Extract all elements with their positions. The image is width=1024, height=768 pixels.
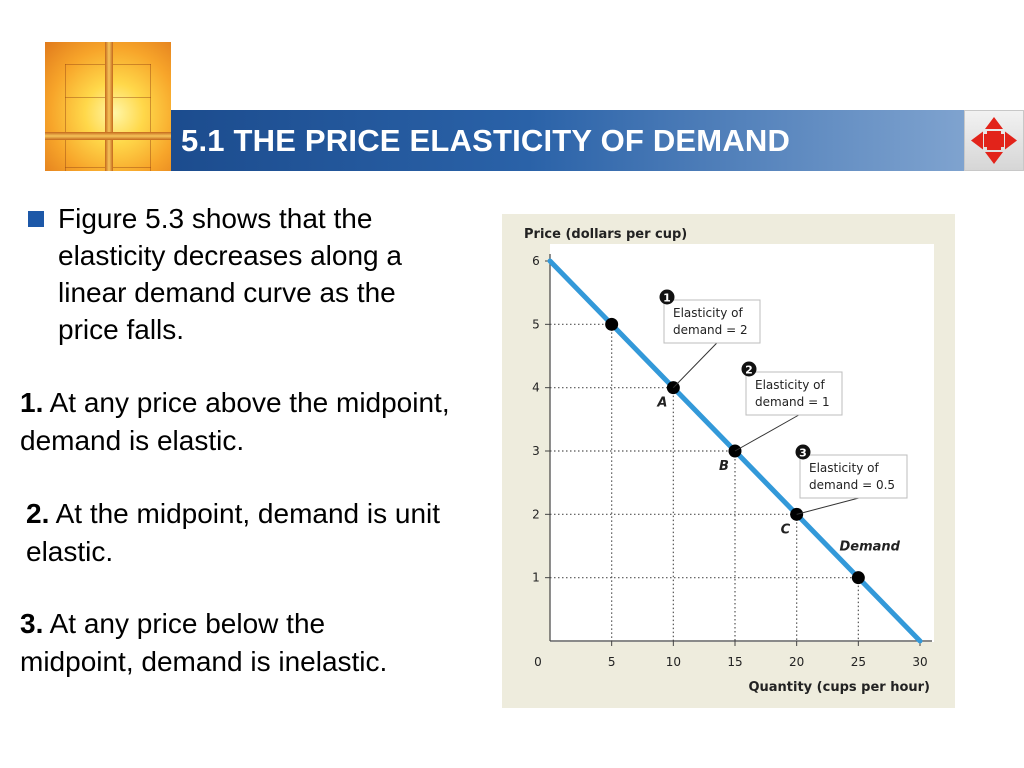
callout-badge-label-1: 1 xyxy=(663,292,671,305)
y-tick-label-2: 2 xyxy=(532,507,540,521)
item-3-number: 3. xyxy=(20,608,44,639)
callout-badge-label-2: 2 xyxy=(745,364,753,377)
chart-panel: 1 2 3 4 5 6 0 5 10 15 20 25 30 Demand A B C Elasticity… xyxy=(502,214,955,708)
callout-text-2-line1: Elasticity of xyxy=(755,378,825,392)
page-title: 5.1 THE PRICE ELASTICITY OF DEMAND xyxy=(181,123,791,158)
demand-chart: 1 2 3 4 5 6 0 5 10 15 20 25 30 Demand A B C Elasticity… xyxy=(524,227,934,695)
item-1: 1. At any price above the midpoint, dema… xyxy=(20,384,490,460)
x-axis-label: Quantity (cups per hour) xyxy=(748,680,930,695)
callout-badge-3 xyxy=(795,444,811,460)
data-point-3 xyxy=(790,507,804,521)
bullet-text: Figure 5.3 shows that the elasticity dec… xyxy=(58,203,402,345)
point-label-A: A xyxy=(656,396,667,411)
x-tick-label-20: 20 xyxy=(789,655,804,669)
navigation-button[interactable] xyxy=(964,110,1024,171)
x-tick-label-0: 0 xyxy=(534,655,542,669)
demand-series-label: Demand xyxy=(840,539,901,554)
cross-sunburst-logo xyxy=(45,42,171,171)
callout-badge-label-3: 3 xyxy=(799,447,807,460)
y-tick-label-1: 1 xyxy=(532,571,540,585)
item-1-text: At any price above the midpoint, demand … xyxy=(20,387,450,456)
item-3-text: At any price below the midpoint, demand … xyxy=(20,608,388,677)
item-2-text: At the midpoint, demand is unit elastic. xyxy=(26,498,441,567)
y-axis-label: Price (dollars per cup) xyxy=(524,227,687,242)
callout-text-2-line2: demand = 1 xyxy=(755,395,830,409)
callout-leader-3 xyxy=(796,497,859,515)
four-way-arrows-icon xyxy=(971,117,1017,164)
x-tick-label-25: 25 xyxy=(851,655,866,669)
callout-text-3-line1: Elasticity of xyxy=(809,461,879,475)
point-label-B: B xyxy=(719,459,729,474)
y-tick-label-5: 5 xyxy=(532,317,540,331)
callout-text-3-line2: demand = 0.5 xyxy=(809,478,895,492)
item-2: 2. At the midpoint, demand is unit elast… xyxy=(26,495,446,571)
callout-box-2 xyxy=(745,371,843,416)
data-point-4 xyxy=(851,571,865,585)
callout-badge-1 xyxy=(659,289,675,305)
x-tick-label-15: 15 xyxy=(727,655,742,669)
x-tick-label-30: 30 xyxy=(912,655,927,669)
callout-leader-1 xyxy=(672,342,718,389)
point-label-C: C xyxy=(781,522,791,537)
y-tick-label-3: 3 xyxy=(532,444,540,458)
item-1-number: 1. xyxy=(20,387,44,418)
data-point-0 xyxy=(605,317,619,331)
callout-badge-2 xyxy=(741,361,757,377)
x-tick-label-5: 5 xyxy=(608,655,616,669)
callout-text-1-line1: Elasticity of xyxy=(673,306,743,320)
callout-text-1-line2: demand = 2 xyxy=(673,323,748,337)
item-3: 3. At any price below the midpoint, dema… xyxy=(20,605,400,681)
y-tick-label-4: 4 xyxy=(532,381,540,395)
callout-box-1 xyxy=(663,299,761,344)
y-tick-label-6: 6 xyxy=(532,254,540,268)
callout-box-3 xyxy=(799,454,908,499)
callout-leader-2 xyxy=(734,414,800,452)
x-tick-label-10: 10 xyxy=(666,655,681,669)
bullet-square-icon xyxy=(28,211,44,227)
item-2-number: 2. xyxy=(26,498,50,529)
title-bar: 5.1 THE PRICE ELASTICITY OF DEMAND xyxy=(171,110,964,171)
